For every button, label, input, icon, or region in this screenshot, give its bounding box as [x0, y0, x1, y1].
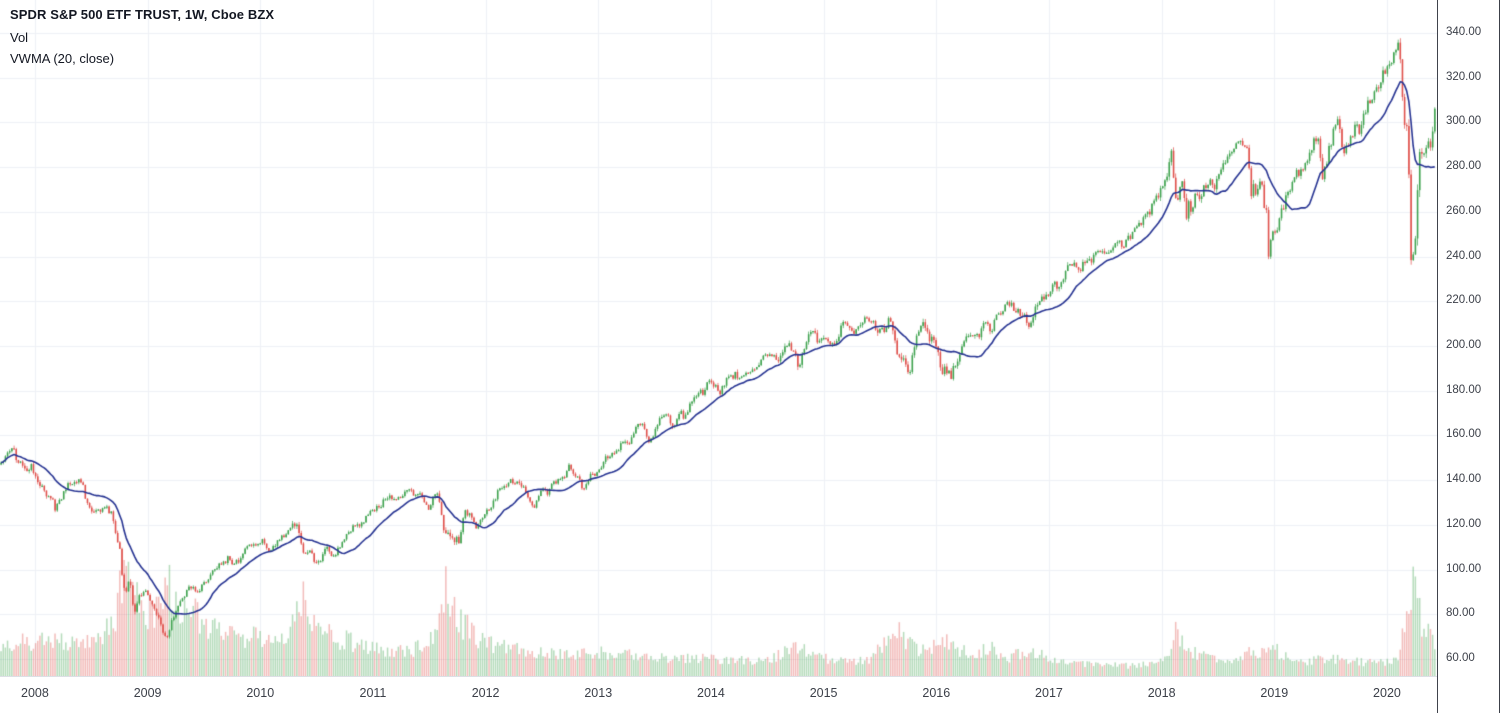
price-tick-label: 160.00: [1446, 428, 1482, 441]
time-tick-label: 2014: [697, 686, 725, 700]
time-tick-label: 2018: [1147, 686, 1176, 700]
price-tick-label: 240.00: [1446, 249, 1482, 262]
price-chart-canvas[interactable]: [0, 0, 1437, 676]
time-tick-label: 2008: [21, 686, 49, 700]
price-tick-label: 300.00: [1446, 115, 1482, 128]
time-tick-label: 2010: [246, 686, 275, 700]
time-tick-label: 2016: [922, 686, 951, 700]
price-tick-label: 60.00: [1446, 652, 1475, 664]
price-tick-label: 280.00: [1446, 160, 1482, 173]
price-tick-label: 180.00: [1446, 383, 1482, 396]
vwma-indicator-label[interactable]: VWMA (20, close): [10, 51, 115, 66]
price-tick-label: 80.00: [1446, 607, 1475, 620]
price-tick-label: 260.00: [1446, 204, 1482, 217]
price-tick-label: 140.00: [1446, 473, 1482, 486]
time-tick-label: 2019: [1260, 686, 1289, 700]
symbol-title[interactable]: SPDR S&P 500 ETF TRUST, 1W, Cboe BZX: [10, 7, 275, 22]
chart-legend: SPDR S&P 500 ETF TRUST, 1W, Cboe BZX Vol…: [10, 7, 274, 72]
time-tick-label: 2013: [584, 686, 613, 700]
price-tick-label: 320.00: [1446, 70, 1482, 83]
price-tick-label: 200.00: [1446, 339, 1482, 351]
price-tick-label: 100.00: [1446, 562, 1482, 575]
time-tick-label: 2017: [1035, 686, 1063, 700]
price-tick-label: 120.00: [1446, 517, 1482, 530]
time-tick-label: 2020: [1373, 686, 1401, 700]
time-tick-label: 2015: [809, 686, 838, 700]
time-tick-label: 2009: [133, 686, 162, 700]
price-axis[interactable]: 340.00 320.00 300.00 280.00 260.00 240.00 220.…: [1437, 0, 1499, 713]
time-axis[interactable]: 2008 2009 2010 2011 2012 2013 2014 2015 2016 2017…: [0, 676, 1437, 713]
price-tick-label: 340.00: [1446, 26, 1482, 38]
time-tick-label: 2012: [471, 686, 500, 700]
volume-indicator-label[interactable]: Vol: [10, 30, 29, 45]
price-tick-label: 220.00: [1446, 294, 1482, 307]
time-tick-label: 2011: [359, 686, 387, 700]
